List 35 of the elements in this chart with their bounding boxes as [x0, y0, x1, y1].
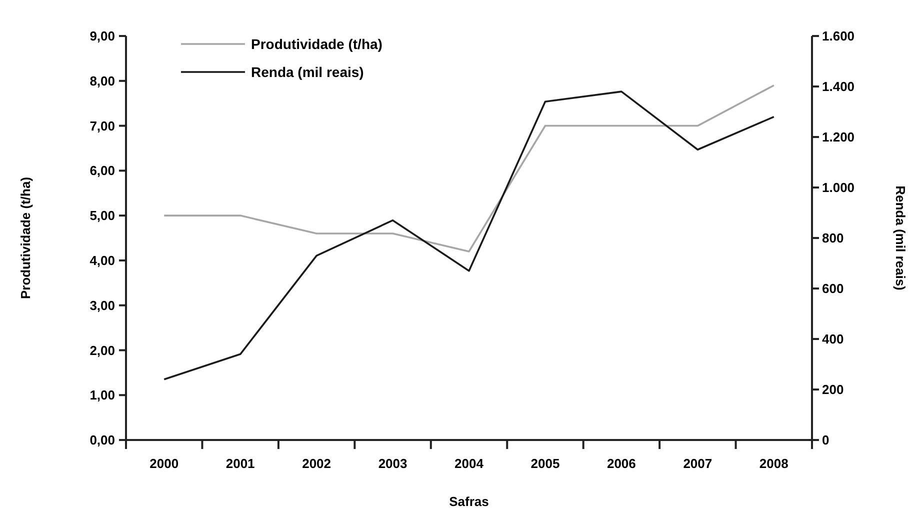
y-tick-label: 6,00	[90, 163, 115, 178]
y2-tick-label: 200	[822, 382, 844, 398]
y-tick-label: 7,00	[90, 118, 115, 134]
y2-tick-label: 600	[822, 281, 844, 296]
x-tick-label: 2006	[606, 456, 636, 471]
legend-label: Renda (mil reais)	[251, 64, 364, 80]
y-tick-label: 2,00	[90, 342, 115, 358]
y-tick-label: 4,00	[90, 252, 115, 268]
y2-tick-label: 0	[822, 432, 830, 448]
y-tick-label: 0,00	[90, 432, 115, 448]
x-tick-label: 2005	[530, 456, 560, 471]
line-series	[163, 84, 775, 252]
x-axis-title: Safras	[449, 494, 489, 509]
legend-label: Produtividade (t/ha)	[251, 36, 382, 52]
x-tick-label: 2007	[683, 456, 712, 471]
y2-tick-label: 800	[822, 230, 844, 246]
y-tick-label: 8,00	[90, 73, 115, 88]
y-tick-label: 5,00	[90, 208, 115, 224]
y-tick-label: 9,00	[90, 28, 115, 44]
y-axis-title: Produtividade (t/ha)	[18, 176, 33, 300]
y2-tick-label: 400	[822, 332, 844, 347]
y2-tick-label: 1.400	[822, 79, 855, 94]
y2-axis-title: Renda (mil reais)	[893, 186, 908, 290]
x-tick-label: 2003	[378, 456, 408, 471]
x-tick-label: 2004	[454, 456, 484, 471]
y2-tick-label: 1.200	[822, 130, 855, 145]
y-tick-label: 1,00	[90, 388, 115, 403]
line-series	[163, 90, 775, 380]
y2-tick-label: 1.000	[822, 180, 855, 196]
x-tick-label: 2008	[759, 456, 788, 471]
y2-tick-label: 1.600	[822, 28, 855, 44]
x-tick-label: 2000	[150, 456, 179, 471]
x-tick-label: 2001	[226, 456, 255, 471]
x-tick-label: 2002	[302, 456, 332, 471]
y-tick-label: 3,00	[90, 298, 115, 313]
